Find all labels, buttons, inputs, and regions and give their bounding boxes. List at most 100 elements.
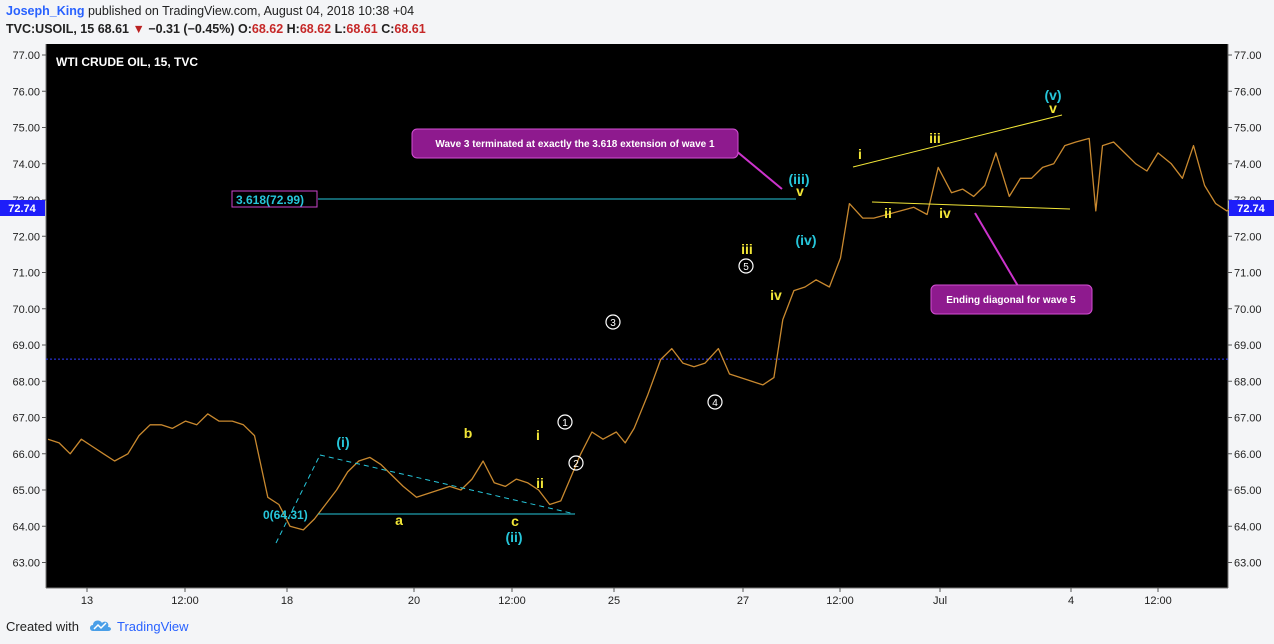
ytick-label-left: 72.00 — [12, 231, 40, 243]
ytick-label-right: 77.00 — [1234, 50, 1262, 62]
wave-label-iv-minor: iv — [770, 287, 782, 303]
wave-ii-channel-top — [319, 454, 576, 515]
callout-ending-diagonal: Ending diagonal for wave 5 — [930, 212, 1093, 315]
xtick-label: 13 — [81, 595, 93, 607]
circled-label-1: 1 — [557, 414, 573, 430]
diag-label-v: v — [1049, 100, 1057, 116]
xtick-label: 20 — [408, 595, 420, 607]
ytick-label-left: 76.00 — [12, 86, 40, 98]
diag-label-ii: ii — [884, 205, 892, 221]
xtick-label: 25 — [608, 595, 620, 607]
diag-label-iv: iv — [939, 205, 951, 221]
symbol-info: TVC:USOIL, 15 68.61 ▼ −0.31 (−0.45%) O:6… — [6, 22, 426, 36]
svg-text:72.74: 72.74 — [8, 203, 36, 215]
wave-label-v-cyan: (v) — [1044, 87, 1061, 103]
callout-ending-diagonal-text: Ending diagonal for wave 5 — [946, 295, 1076, 306]
diagonal-upper-line — [852, 114, 1063, 168]
fib-ext-box — [231, 190, 318, 208]
ytick-label-right: 66.00 — [1234, 449, 1262, 461]
price-badge-left: 72.74 — [0, 200, 45, 216]
high-value: 68.62 — [299, 22, 332, 36]
high-label: H: — [286, 22, 300, 36]
tradingview-link[interactable]: TradingView — [117, 619, 189, 634]
svg-text:3: 3 — [610, 318, 616, 329]
created-with-text: Created with — [6, 619, 79, 634]
svg-text:1: 1 — [562, 418, 568, 429]
xtick-label: 27 — [737, 595, 749, 607]
wave-label-iv-cyan: (iv) — [796, 232, 817, 248]
ytick-label-left: 66.00 — [12, 449, 40, 461]
ytick-label-right: 70.00 — [1234, 304, 1262, 316]
published-text: published on TradingView.com, August 04,… — [87, 4, 415, 18]
diag-label-i: i — [858, 146, 862, 162]
xtick-label: 12:00 — [826, 595, 854, 607]
price-badge-right: 72.74 — [1229, 200, 1274, 216]
ytick-label-right: 68.00 — [1234, 376, 1262, 388]
close-label: C: — [381, 22, 395, 36]
circled-label-5: 5 — [738, 258, 754, 274]
wave-label-c: c — [511, 513, 519, 529]
circled-label-3: 3 — [605, 314, 621, 330]
svg-text:4: 4 — [712, 398, 718, 409]
ytick-label-right: 69.00 — [1234, 340, 1262, 352]
svg-text:2: 2 — [573, 459, 579, 470]
ytick-label-left: 65.00 — [12, 485, 40, 497]
callout-wave-3: Wave 3 terminated at exactly the 3.618 e… — [411, 128, 783, 190]
ytick-label-right: 65.00 — [1234, 485, 1262, 497]
circled-label-4: 4 — [707, 394, 723, 410]
svg-text:5: 5 — [743, 262, 749, 273]
ytick-label-left: 70.00 — [12, 304, 40, 316]
plot-area[interactable] — [46, 44, 1228, 588]
wave-label-ii-cyan: (ii) — [505, 529, 522, 545]
ytick-label-left: 63.00 — [12, 558, 40, 570]
ytick-label-left: 68.00 — [12, 376, 40, 388]
ytick-label-left: 77.00 — [12, 50, 40, 62]
diag-label-iii: iii — [929, 130, 941, 146]
chart-title: WTI CRUDE OIL, 15, TVC — [56, 55, 198, 69]
symbol-label: TVC:USOIL, 15 — [6, 22, 95, 36]
tradingview-cloud-icon — [90, 620, 111, 631]
wave-label-ii-minor: ii — [536, 475, 544, 491]
wave-ii-channel-left — [275, 454, 321, 544]
wave-label-iii-cyan: (iii) — [789, 171, 810, 187]
xtick-label: 12:00 — [1144, 595, 1172, 607]
wave-label-v-minor: v — [796, 183, 804, 199]
price-change: −0.31 (−0.45%) — [148, 22, 235, 36]
chart-header: Joseph_King published on TradingView.com… — [0, 0, 1274, 44]
diagonal-lower-line — [871, 201, 1071, 210]
ytick-label-left: 74.00 — [12, 159, 40, 171]
ytick-label-right: 63.00 — [1234, 558, 1262, 570]
ytick-label-right: 64.00 — [1234, 521, 1262, 533]
open-value: 68.62 — [251, 22, 284, 36]
fib-base-label: 0(64.31) — [263, 508, 308, 522]
circled-label-2: 2 — [568, 455, 584, 471]
xtick-label: 12:00 — [171, 595, 199, 607]
wave-label-a: a — [395, 512, 403, 528]
wave-label-i-minor: i — [536, 427, 540, 443]
ytick-label-right: 75.00 — [1234, 123, 1262, 135]
xtick-label: Jul — [933, 595, 947, 607]
wave-label-i-cyan: (i) — [336, 434, 349, 450]
author-link[interactable]: Joseph_King — [6, 4, 85, 18]
wave-label-b: b — [464, 425, 473, 441]
ytick-label-right: 72.00 — [1234, 231, 1262, 243]
svg-text:72.74: 72.74 — [1237, 203, 1265, 215]
ytick-label-right: 76.00 — [1234, 86, 1262, 98]
publish-info: Joseph_King published on TradingView.com… — [6, 4, 414, 18]
ytick-label-right: 74.00 — [1234, 159, 1262, 171]
price-series-line — [47, 137, 1239, 531]
last-price: 68.61 — [97, 22, 129, 36]
price-chart[interactable]: 77.0076.0075.0074.0073.0072.0071.0070.00… — [0, 44, 1274, 608]
xtick-label: 12:00 — [498, 595, 526, 607]
low-label: L: — [334, 22, 347, 36]
wave-label-iii-minor: iii — [741, 241, 753, 257]
callout-wave-3-text: Wave 3 terminated at exactly the 3.618 e… — [435, 139, 715, 150]
ytick-label-left: 64.00 — [12, 521, 40, 533]
chart-footer: Created with TradingView — [0, 608, 1274, 644]
down-arrow-icon: ▼ — [132, 22, 145, 36]
fib-ext-label: 3.618(72.99) — [236, 193, 304, 207]
xtick-label: 18 — [281, 595, 293, 607]
ytick-label-left: 67.00 — [12, 413, 40, 425]
ytick-label-right: 71.00 — [1234, 268, 1262, 280]
ytick-label-left: 69.00 — [12, 340, 40, 352]
